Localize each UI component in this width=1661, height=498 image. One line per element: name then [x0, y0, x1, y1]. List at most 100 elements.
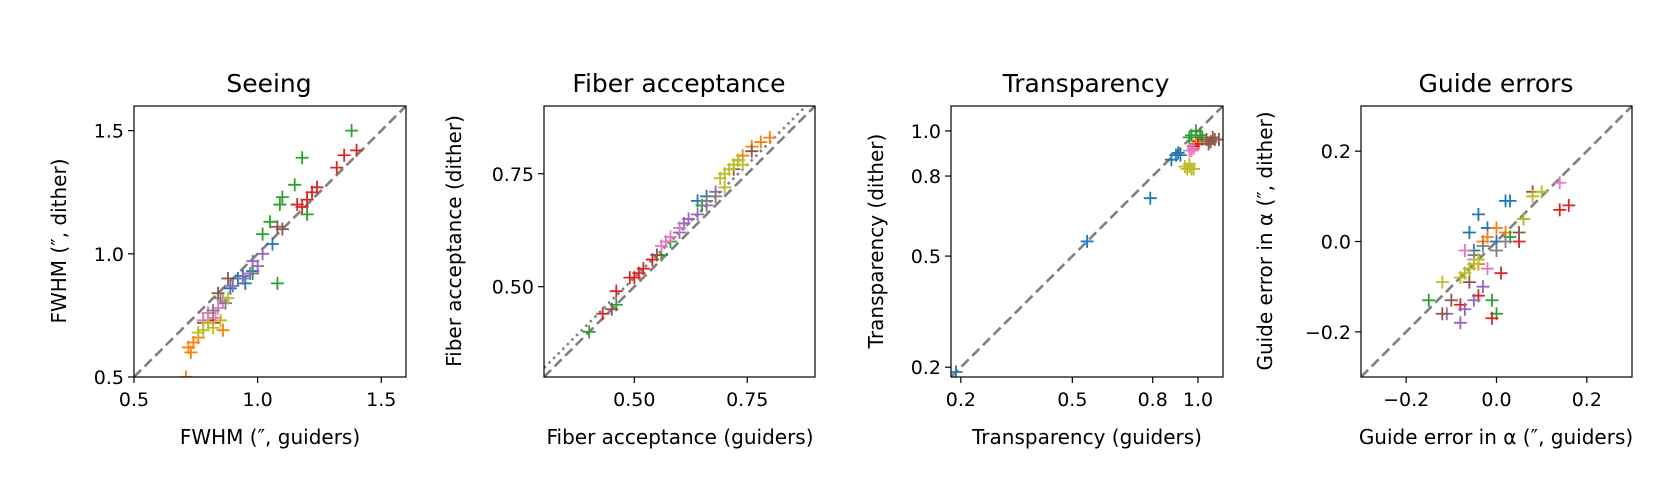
data-point-marker — [736, 158, 750, 172]
data-point-marker — [1182, 144, 1196, 158]
data-point-marker — [1485, 293, 1499, 307]
data-point-marker — [275, 222, 289, 236]
data-point-marker — [1467, 293, 1481, 307]
axes-frame — [950, 105, 1224, 378]
data-point-marker — [1503, 194, 1517, 208]
data-point-marker — [1171, 146, 1185, 160]
y-tick-label: 0.0 — [1321, 232, 1351, 254]
data-point-marker — [295, 151, 309, 165]
data-point-marker — [330, 161, 344, 175]
x-axis-label: FWHM (″, guiders) — [180, 425, 360, 449]
data-point-marker — [1553, 203, 1567, 217]
data-point-marker — [1517, 212, 1531, 226]
data-point-marker — [1490, 244, 1503, 258]
plot-area: 0.50 0.75 0.50 0.75 — [492, 106, 815, 411]
x-axis-label: Fiber acceptance (guiders) — [546, 425, 813, 449]
data-point-marker — [691, 207, 705, 221]
data-point-marker — [288, 178, 302, 192]
x-tick-label: 0.5 — [119, 389, 149, 411]
data-point-marker — [265, 237, 279, 251]
x-tick-label: 0.5 — [1057, 389, 1087, 411]
x-tick-label: −0.2 — [1383, 389, 1429, 411]
data-point-marker — [1422, 293, 1436, 307]
data-point-marker — [1212, 133, 1223, 147]
axes-frame — [1360, 105, 1633, 378]
y-axis-label: Transparency (dither) — [864, 134, 888, 350]
data-point-marker — [179, 370, 193, 377]
data-point-marker — [1562, 198, 1576, 212]
data-point-marker — [1435, 275, 1449, 289]
data-point-marker — [270, 276, 284, 290]
data-point-marker — [243, 267, 257, 281]
data-point-marker — [275, 190, 289, 204]
data-point-marker — [273, 198, 287, 212]
data-point-marker — [1462, 225, 1476, 239]
x-tick-label: 0.2 — [1572, 389, 1602, 411]
y-axis-label: Fiber acceptance (dither) — [442, 115, 466, 367]
data-point-marker — [1471, 207, 1485, 221]
y-axis-label: Guide error in α (″, dither) — [1253, 111, 1277, 370]
data-point-marker — [605, 302, 619, 316]
data-point-marker — [206, 321, 220, 335]
panel-seeing: Seeing 0.5 1.0 1.5 0.5 1.0 1.5 FWHM (″, guide… — [47, 69, 407, 449]
data-point-marker — [206, 303, 220, 317]
data-point-marker — [226, 279, 240, 293]
panel-title: Fiber acceptance — [572, 69, 785, 98]
x-tick-label: 0.0 — [1481, 389, 1511, 411]
data-point-marker — [609, 284, 623, 298]
plot-area: 0.2 0.5 0.8 1.0 0.2 0.5 0.8 1.0 — [911, 106, 1223, 411]
data-point-marker — [1553, 176, 1567, 190]
data-point-marker — [673, 221, 686, 235]
data-point-marker — [1080, 234, 1094, 248]
data-point-marker — [191, 326, 205, 340]
y-tick-label: 0.75 — [492, 164, 534, 186]
panel-title: Guide errors — [1419, 69, 1574, 98]
data-point-marker — [256, 247, 270, 261]
data-point-marker — [1435, 307, 1449, 321]
y-tick-label: 0.2 — [911, 357, 941, 379]
data-point-marker — [1453, 316, 1467, 330]
axes-frame — [543, 105, 816, 378]
x-axis-label: Transparency (guiders) — [971, 425, 1202, 449]
data-point-marker — [223, 281, 237, 295]
data-point-marker — [214, 313, 228, 327]
data-point-marker — [1494, 266, 1508, 280]
data-point-marker — [345, 124, 359, 138]
plot-area: 0.5 1.0 1.5 0.5 1.0 1.5 — [94, 106, 406, 411]
data-point-marker — [709, 189, 723, 203]
data-point-marker — [650, 248, 664, 262]
data-point-marker — [184, 345, 198, 359]
data-point-marker — [951, 365, 963, 377]
y-tick-label: 0.2 — [1321, 141, 1351, 163]
y-tick-label: 1.0 — [911, 121, 941, 143]
data-point-marker — [623, 271, 637, 285]
data-point-marker — [582, 325, 596, 339]
x-tick-label: 1.0 — [1183, 389, 1213, 411]
y-axis-label: FWHM (″, dither) — [47, 158, 71, 323]
x-tick-label: 1.0 — [243, 389, 273, 411]
data-point-marker — [300, 193, 314, 207]
x-axis-label: Guide error in α (″, guiders) — [1359, 425, 1633, 449]
data-point-marker — [1499, 235, 1513, 248]
data-point-marker — [1480, 262, 1494, 276]
data-point-marker — [337, 148, 351, 162]
data-point-marker — [263, 215, 277, 229]
data-point-marker — [1526, 189, 1540, 203]
data-point-marker — [1182, 130, 1196, 144]
panel-title: Transparency — [1002, 69, 1170, 98]
y-tick-label: −0.2 — [1305, 322, 1351, 344]
data-point-marker — [1476, 239, 1490, 253]
panel-title: Seeing — [226, 69, 311, 98]
data-point-marker — [300, 207, 314, 221]
data-point-marker — [632, 266, 646, 280]
data-point-marker — [256, 227, 270, 241]
panel-fiber-acceptance: Fiber acceptance 0.50 0.75 0.50 0.75 Fiber … — [442, 69, 816, 449]
y-tick-label: 0.8 — [911, 166, 941, 188]
x-tick-label: 1.5 — [366, 389, 396, 411]
y-tick-label: 0.5 — [94, 367, 124, 389]
x-tick-label: 0.8 — [1138, 389, 1168, 411]
data-point-marker — [1476, 280, 1490, 294]
data-point-marker — [1173, 148, 1187, 162]
axes-frame — [133, 105, 407, 378]
